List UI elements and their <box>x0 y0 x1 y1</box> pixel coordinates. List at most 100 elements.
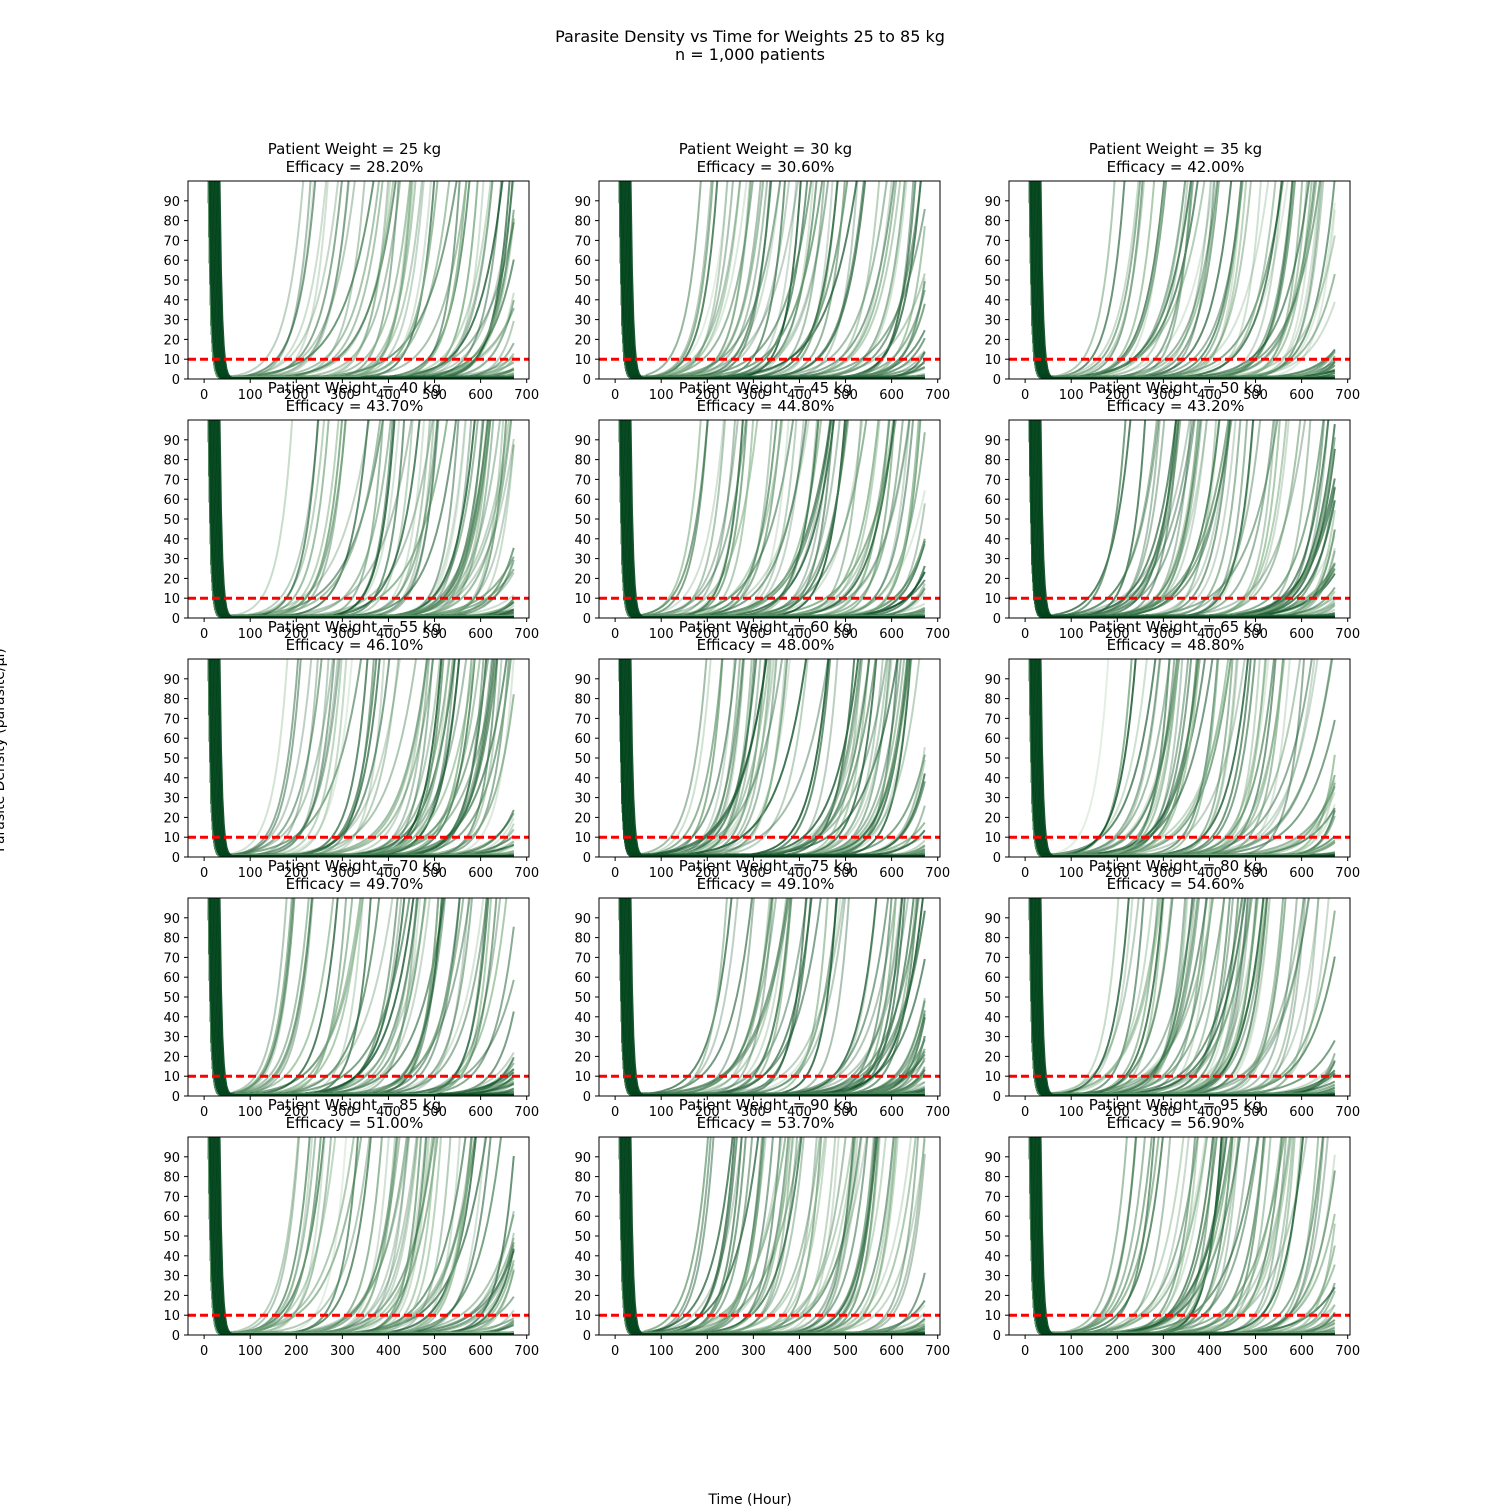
x-tick-label: 0 <box>1021 388 1029 403</box>
x-tick-label: 300 <box>741 1344 766 1359</box>
y-tick-label: 0 <box>583 612 591 627</box>
subplot-title-efficacy: Efficacy = 56.90% <box>1107 1114 1245 1132</box>
subplot-title-weight: Patient Weight = 80 kg <box>1089 857 1262 875</box>
x-tick-label: 600 <box>468 388 493 403</box>
x-tick-label: 100 <box>1059 388 1084 403</box>
x-tick-label: 0 <box>1021 1344 1029 1359</box>
y-tick-label: 80 <box>574 454 591 469</box>
x-tick-label: 400 <box>787 1344 812 1359</box>
x-tick-label: 600 <box>879 388 904 403</box>
x-tick-label: 700 <box>514 388 539 403</box>
y-tick-label: 20 <box>163 333 180 348</box>
x-tick-label: 0 <box>200 1344 208 1359</box>
y-tick-label: 60 <box>574 732 591 747</box>
y-tick-label: 70 <box>984 473 1001 488</box>
y-tick-label: 0 <box>583 1329 591 1344</box>
y-tick-label: 90 <box>574 434 591 449</box>
y-tick-label: 60 <box>984 1210 1001 1225</box>
subplot-title-efficacy: Efficacy = 43.70% <box>286 397 424 415</box>
subplot-title-efficacy: Efficacy = 49.10% <box>697 875 835 893</box>
subplot-title-weight: Patient Weight = 65 kg <box>1089 618 1262 636</box>
y-tick-label: 70 <box>984 951 1001 966</box>
subplot-title-efficacy: Efficacy = 42.00% <box>1107 158 1245 176</box>
y-tick-label: 10 <box>574 1070 591 1085</box>
y-tick-label: 60 <box>574 971 591 986</box>
y-tick-label: 80 <box>574 1171 591 1186</box>
y-tick-label: 90 <box>574 912 591 927</box>
figure-y-axis-label: Parasite Density (parasite/µl) <box>0 648 8 852</box>
x-tick-label: 500 <box>422 1344 447 1359</box>
x-tick-label: 600 <box>1289 1344 1314 1359</box>
y-tick-label: 90 <box>163 195 180 210</box>
x-tick-label: 0 <box>1021 627 1029 642</box>
y-tick-label: 80 <box>984 454 1001 469</box>
x-tick-label: 0 <box>611 866 619 881</box>
y-tick-label: 90 <box>574 1151 591 1166</box>
subplot-title-weight: Patient Weight = 45 kg <box>679 379 852 397</box>
y-tick-label: 40 <box>984 1011 1001 1026</box>
subplot-title-weight: Patient Weight = 55 kg <box>268 618 441 636</box>
y-tick-label: 30 <box>574 1031 591 1046</box>
y-tick-label: 70 <box>163 473 180 488</box>
y-tick-label: 50 <box>984 991 1001 1006</box>
x-tick-label: 600 <box>879 1105 904 1120</box>
y-tick-label: 50 <box>574 1230 591 1245</box>
y-tick-label: 0 <box>172 1329 180 1344</box>
x-tick-label: 700 <box>1335 388 1360 403</box>
y-tick-label: 70 <box>984 712 1001 727</box>
y-tick-label: 30 <box>574 553 591 568</box>
y-tick-label: 40 <box>163 294 180 309</box>
y-tick-label: 10 <box>984 592 1001 607</box>
x-tick-label: 400 <box>376 1344 401 1359</box>
x-tick-label: 700 <box>514 627 539 642</box>
subplot-title-efficacy: Efficacy = 51.00% <box>286 1114 424 1132</box>
y-tick-label: 10 <box>163 353 180 368</box>
y-tick-label: 80 <box>574 932 591 947</box>
y-tick-label: 60 <box>984 254 1001 269</box>
figure-x-axis-label: Time (Hour) <box>0 1492 1500 1508</box>
x-tick-label: 500 <box>1243 1344 1268 1359</box>
y-tick-label: 90 <box>984 912 1001 927</box>
x-tick-label: 100 <box>1059 866 1084 881</box>
y-tick-label: 90 <box>163 1151 180 1166</box>
x-tick-label: 600 <box>1289 388 1314 403</box>
y-tick-label: 60 <box>163 971 180 986</box>
x-tick-label: 600 <box>468 1344 493 1359</box>
y-tick-label: 80 <box>163 693 180 708</box>
y-tick-label: 80 <box>984 693 1001 708</box>
y-tick-label: 90 <box>163 434 180 449</box>
x-tick-label: 700 <box>1335 627 1360 642</box>
y-tick-label: 60 <box>163 1210 180 1225</box>
y-tick-label: 50 <box>163 274 180 289</box>
y-tick-label: 40 <box>984 294 1001 309</box>
y-tick-label: 40 <box>574 1011 591 1026</box>
y-tick-label: 10 <box>984 1070 1001 1085</box>
subplot-title-weight: Patient Weight = 70 kg <box>268 857 441 875</box>
y-tick-label: 10 <box>163 831 180 846</box>
y-tick-label: 30 <box>574 792 591 807</box>
y-tick-label: 0 <box>172 373 180 388</box>
x-tick-label: 700 <box>1335 1105 1360 1120</box>
y-tick-label: 20 <box>163 572 180 587</box>
y-tick-label: 40 <box>163 533 180 548</box>
y-tick-label: 20 <box>574 811 591 826</box>
y-tick-label: 80 <box>163 215 180 230</box>
subplot-title-weight: Patient Weight = 40 kg <box>268 379 441 397</box>
y-tick-label: 40 <box>574 1250 591 1265</box>
y-tick-label: 40 <box>163 1011 180 1026</box>
y-tick-label: 70 <box>163 712 180 727</box>
x-tick-label: 100 <box>238 1105 263 1120</box>
x-tick-label: 0 <box>611 1344 619 1359</box>
subplot-title-efficacy: Efficacy = 28.20% <box>286 158 424 176</box>
y-tick-label: 60 <box>163 493 180 508</box>
y-tick-label: 30 <box>984 1270 1001 1285</box>
x-tick-label: 700 <box>925 1105 950 1120</box>
y-tick-label: 10 <box>984 353 1001 368</box>
subplot-title-efficacy: Efficacy = 53.70% <box>697 1114 835 1132</box>
y-tick-label: 40 <box>574 772 591 787</box>
subplot-title-weight: Patient Weight = 95 kg <box>1089 1096 1262 1114</box>
x-tick-label: 300 <box>1151 1344 1176 1359</box>
y-tick-label: 20 <box>984 1050 1001 1065</box>
x-tick-label: 100 <box>238 866 263 881</box>
